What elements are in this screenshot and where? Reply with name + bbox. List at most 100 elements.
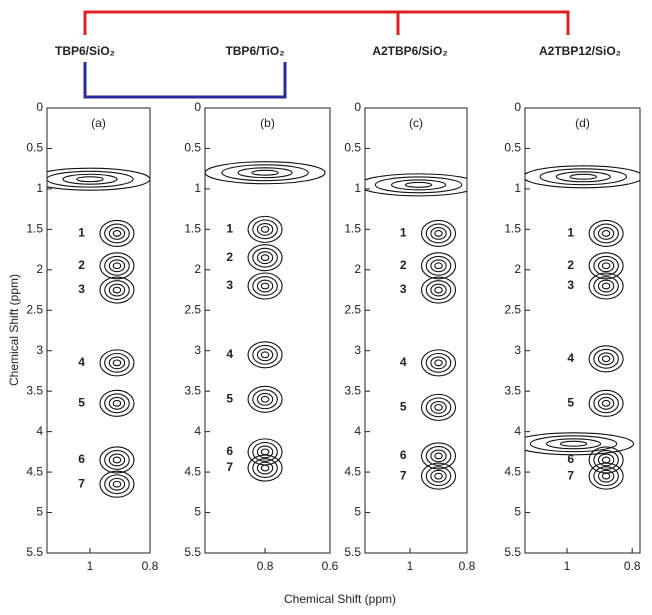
y-tick-label: 1	[514, 181, 521, 195]
contour-ring	[426, 281, 450, 300]
x-tick-label: 1	[564, 559, 571, 573]
contour-ring	[109, 284, 124, 296]
contour-ring	[602, 400, 609, 406]
contour-ring	[547, 439, 601, 449]
x-tick-label: 0.8	[257, 559, 274, 573]
contour-ring	[431, 450, 446, 462]
contour-ring	[602, 457, 609, 463]
contour-ring	[238, 168, 292, 178]
contour-ring	[598, 397, 613, 409]
contour-ring	[375, 177, 461, 193]
y-tick-label: 5	[194, 505, 201, 519]
contour-ring	[109, 228, 124, 240]
peak-label: 4	[78, 355, 85, 369]
peak-label: 7	[567, 468, 574, 482]
group-label: A2TBP12/SiO₂	[539, 44, 621, 58]
contour-ring	[598, 280, 613, 292]
y-tick-label: 2.5	[26, 302, 43, 316]
peak-label: 7	[226, 460, 233, 474]
contour-ring	[222, 165, 308, 181]
x-tick-label: 1	[87, 559, 94, 573]
y-tick-label: 3	[514, 343, 521, 357]
contour-ring	[560, 441, 586, 446]
y-tick-label: 4	[36, 424, 43, 438]
y-tick-label: 0.5	[344, 141, 361, 155]
y-tick-label: 4	[354, 424, 361, 438]
contour-ring	[594, 277, 618, 296]
contour-ring	[598, 353, 613, 365]
contour-ring	[105, 475, 129, 494]
contour-ring	[435, 405, 442, 411]
y-tick-label: 2	[354, 262, 361, 276]
contours	[514, 166, 644, 489]
contour-ring	[261, 227, 268, 233]
y-tick-label: 2	[194, 262, 201, 276]
group-label: TBP6/TiO₂	[225, 44, 284, 58]
peak-label: 6	[567, 452, 574, 466]
peak-label: 4	[567, 351, 574, 365]
contour-ring	[105, 224, 129, 243]
panel-label: (d)	[575, 116, 590, 130]
y-tick-label: 5	[36, 505, 43, 519]
contour-ring	[426, 354, 450, 373]
y-tick-label: 1.5	[184, 222, 201, 236]
peak-label: 5	[226, 391, 233, 405]
contour-ring	[113, 400, 120, 406]
red-bracket	[85, 12, 568, 35]
contour-ring	[113, 231, 120, 237]
y-tick-label: 4.5	[344, 464, 361, 478]
peak-label: 6	[226, 444, 233, 458]
figure: Chemical Shift (ppm) Chemical Shift (ppm…	[0, 0, 652, 610]
peak-label: 5	[400, 400, 407, 414]
contour-ring	[435, 473, 442, 479]
contour-ring	[602, 356, 609, 362]
contour-ring	[253, 220, 277, 239]
contour-ring	[602, 473, 609, 479]
contour-ring	[63, 174, 117, 184]
x-tick-label: 0.8	[459, 559, 476, 573]
contour-ring	[431, 402, 446, 414]
contour-ring	[109, 357, 124, 369]
y-tick-label: 3.5	[26, 383, 43, 397]
contour-ring	[426, 447, 450, 466]
contour-ring	[594, 394, 618, 413]
contour-ring	[252, 170, 278, 175]
y-tick-label: 5.5	[504, 545, 521, 559]
contour-ring	[261, 465, 268, 471]
y-tick-label: 1.5	[504, 222, 521, 236]
peak-label: 2	[400, 258, 407, 272]
contour-ring	[431, 470, 446, 482]
contour-ring	[113, 481, 120, 487]
contour-ring	[77, 177, 103, 182]
y-tick-label: 4	[194, 424, 201, 438]
contour-ring	[253, 345, 277, 364]
contour-ring	[105, 394, 129, 413]
y-tick-label: 5	[354, 505, 361, 519]
contour-ring	[257, 252, 272, 264]
contour-ring	[594, 256, 618, 275]
y-tick-label: 0.5	[184, 141, 201, 155]
contour-ring	[261, 352, 268, 358]
contour-ring	[47, 171, 133, 187]
peak-label: 4	[226, 347, 233, 361]
y-tick-label: 1.5	[344, 222, 361, 236]
contour-ring	[435, 231, 442, 237]
peak-label: 7	[78, 476, 85, 490]
peak-label: 3	[400, 282, 407, 296]
peak-label: 5	[567, 395, 574, 409]
brackets	[85, 12, 568, 97]
y-tick-label: 2	[36, 262, 43, 276]
blue-bracket	[85, 62, 285, 97]
contour-ring	[257, 462, 272, 474]
peak-label: 3	[78, 282, 85, 296]
contour-ring	[105, 281, 129, 300]
contour-ring	[261, 449, 268, 455]
y-tick-label: 3	[194, 343, 201, 357]
y-tick-label: 1	[194, 181, 201, 195]
contour-ring	[113, 287, 120, 293]
y-tick-label: 2.5	[184, 302, 201, 316]
panel-label: (b)	[260, 116, 275, 130]
contour-ring	[435, 453, 442, 459]
y-tick-label: 0	[354, 100, 361, 114]
y-tick-label: 1	[36, 181, 43, 195]
